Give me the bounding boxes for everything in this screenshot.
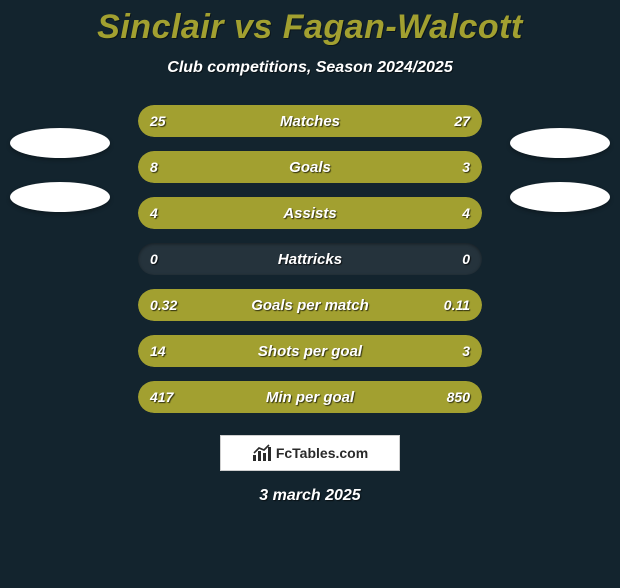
right-player-oval-2: [510, 182, 610, 212]
stats-container: 2527Matches 83Goals 44Assists 00Hattricks 0.…: [138, 105, 482, 413]
brand-badge: FcTables.com: [220, 435, 400, 471]
stat-row: 83Goals: [138, 151, 482, 183]
stat-label: Goals per match: [138, 289, 482, 321]
stat-row: 143Shots per goal: [138, 335, 482, 367]
page-subtitle: Club competitions, Season 2024/2025: [0, 59, 620, 77]
stat-row: 2527Matches: [138, 105, 482, 137]
left-player-oval-1: [10, 128, 110, 158]
stat-row: 417850Min per goal: [138, 381, 482, 413]
stat-label: Matches: [138, 105, 482, 137]
right-team-placeholders: [510, 128, 610, 212]
stat-label: Assists: [138, 197, 482, 229]
right-player-oval-1: [510, 128, 610, 158]
chart-date: 3 march 2025: [0, 487, 620, 505]
brand-text: FcTables.com: [276, 445, 368, 461]
page-title: Sinclair vs Fagan-Walcott: [0, 8, 620, 47]
stat-label: Min per goal: [138, 381, 482, 413]
stat-label: Shots per goal: [138, 335, 482, 367]
stat-row: 00Hattricks: [138, 243, 482, 275]
stat-label: Hattricks: [138, 243, 482, 275]
left-player-oval-2: [10, 182, 110, 212]
stat-row: 44Assists: [138, 197, 482, 229]
left-team-placeholders: [10, 128, 110, 212]
stat-label: Goals: [138, 151, 482, 183]
stat-row: 0.320.11Goals per match: [138, 289, 482, 321]
brand-chart-icon: [252, 444, 272, 462]
